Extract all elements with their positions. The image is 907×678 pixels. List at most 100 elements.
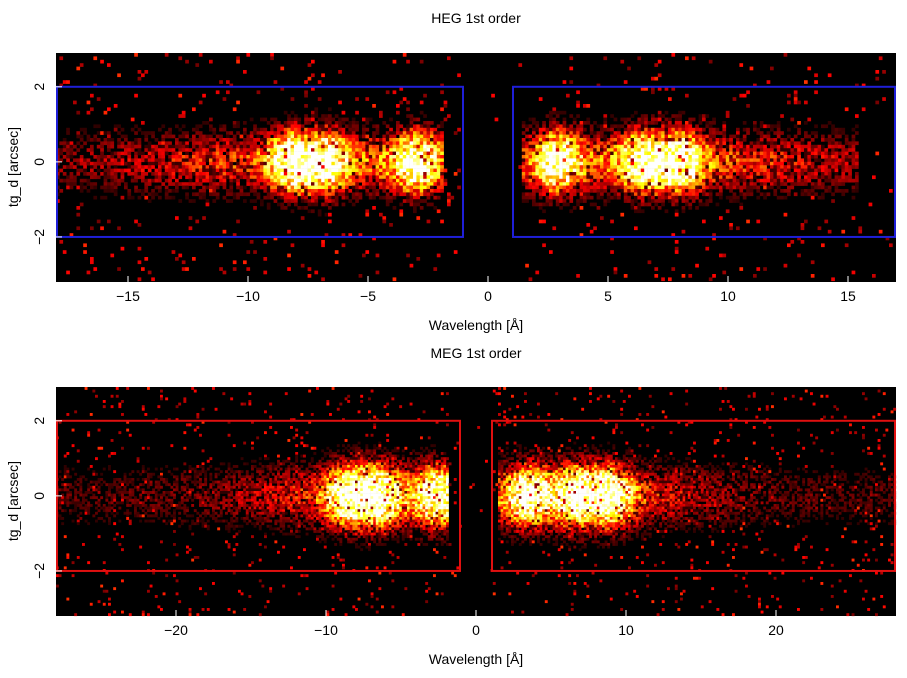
heatmap-pixel xyxy=(644,127,648,132)
heatmap-pixel xyxy=(844,178,849,183)
heatmap-pixel xyxy=(144,158,149,163)
heatmap-pixel xyxy=(103,110,108,115)
heatmap-pixel xyxy=(610,175,614,180)
heatmap-pixel xyxy=(185,155,189,159)
heatmap-pixel xyxy=(532,144,536,149)
heatmap-pixel xyxy=(549,155,553,159)
heatmap-pixel xyxy=(188,161,193,166)
heatmap-pixel xyxy=(589,127,594,132)
heatmap-pixel xyxy=(113,496,117,500)
heatmap-pixel xyxy=(596,206,601,210)
heatmap-pixel xyxy=(66,501,70,505)
heatmap-pixel xyxy=(263,151,268,156)
heatmap-pixel xyxy=(294,134,298,139)
heatmap-pixel xyxy=(603,172,608,176)
heatmap-pixel xyxy=(770,124,774,129)
heatmap-pixel xyxy=(695,141,699,146)
heatmap-pixel xyxy=(164,148,169,152)
heatmap-pixel xyxy=(379,195,383,200)
heatmap-pixel xyxy=(324,117,329,122)
heatmap-pixel xyxy=(351,192,356,197)
heatmap-pixel xyxy=(443,182,448,186)
heatmap-pixel xyxy=(341,202,346,207)
heatmap-pixel xyxy=(637,155,642,159)
heatmap-pixel xyxy=(287,155,291,159)
heatmap-pixel xyxy=(834,131,839,135)
heatmap-pixel xyxy=(198,151,203,156)
heatmap-pixel xyxy=(617,195,621,200)
heatmap-pixel xyxy=(260,158,264,163)
heatmap-pixel xyxy=(715,168,720,173)
heatmap-pixel xyxy=(409,189,414,193)
heatmap-pixel xyxy=(674,134,679,139)
heatmap-pixel xyxy=(620,185,625,190)
heatmap-pixel xyxy=(739,93,744,98)
heatmap-pixel xyxy=(810,274,815,278)
heatmap-pixel xyxy=(698,144,703,149)
heatmap-pixel xyxy=(569,175,574,180)
heatmap-pixel xyxy=(396,161,400,166)
heatmap-pixel xyxy=(532,165,536,169)
heatmap-pixel xyxy=(277,138,281,142)
heatmap-pixel xyxy=(280,155,285,159)
heatmap-pixel xyxy=(236,219,240,224)
heatmap-pixel xyxy=(406,182,410,186)
heatmap-pixel xyxy=(875,100,880,105)
heatmap-pixel xyxy=(263,195,268,200)
heatmap-pixel xyxy=(277,178,281,183)
heatmap-pixel xyxy=(763,172,767,176)
heatmap-pixel xyxy=(304,134,308,139)
heatmap-pixel xyxy=(654,274,659,278)
heatmap-pixel xyxy=(372,134,376,139)
heatmap-pixel xyxy=(600,175,604,180)
heatmap-pixel xyxy=(681,178,686,183)
heatmap-pixel xyxy=(89,485,93,489)
heatmap-pixel xyxy=(392,148,397,152)
heatmap-pixel xyxy=(141,509,145,513)
heatmap-pixel xyxy=(311,117,315,122)
heatmap-pixel xyxy=(413,124,417,129)
heatmap-pixel xyxy=(562,178,567,183)
heatmap-pixel xyxy=(736,155,740,159)
heatmap-pixel xyxy=(317,134,322,139)
heatmap-pixel xyxy=(610,158,614,163)
heatmap-pixel xyxy=(800,161,805,166)
heatmap-pixel xyxy=(202,151,206,156)
heatmap-pixel xyxy=(409,195,414,200)
heatmap-pixel xyxy=(198,131,203,135)
heatmap-pixel xyxy=(426,127,431,132)
heatmap-pixel xyxy=(664,151,669,156)
heatmap-pixel xyxy=(637,175,642,180)
heatmap-pixel xyxy=(793,93,798,98)
heatmap-pixel xyxy=(239,192,244,197)
heatmap-pixel xyxy=(851,141,856,146)
heatmap-pixel xyxy=(603,165,608,169)
heatmap-pixel xyxy=(851,216,856,220)
heatmap-pixel xyxy=(430,155,434,159)
heatmap-pixel xyxy=(287,168,291,173)
heatmap-pixel xyxy=(389,178,393,183)
heatmap-pixel xyxy=(69,165,74,169)
heg-x-axis: −15 −10 −5 0 5 10 15 xyxy=(116,276,856,304)
heatmap-pixel xyxy=(634,189,638,193)
heatmap-pixel xyxy=(841,189,846,193)
heatmap-pixel xyxy=(365,192,370,197)
heatmap-pixel xyxy=(688,127,693,132)
heatmap-pixel xyxy=(273,192,278,197)
heatmap-pixel xyxy=(409,192,414,197)
heatmap-pixel xyxy=(569,127,574,132)
heatmap-pixel xyxy=(61,488,65,492)
heatmap-pixel xyxy=(719,195,723,200)
heatmap-pixel xyxy=(525,199,529,203)
heatmap-pixel xyxy=(712,141,716,146)
heatmap-pixel xyxy=(555,161,560,166)
heatmap-pixel xyxy=(440,141,444,146)
heatmap-pixel xyxy=(260,182,264,186)
heatmap-pixel xyxy=(753,182,757,186)
heatmap-pixel xyxy=(419,161,424,166)
heatmap-pixel xyxy=(385,131,390,135)
heatmap-pixel xyxy=(385,178,390,183)
heatmap-pixel xyxy=(576,131,580,135)
heatmap-pixel xyxy=(644,117,648,122)
heatmap-pixel xyxy=(436,185,441,190)
